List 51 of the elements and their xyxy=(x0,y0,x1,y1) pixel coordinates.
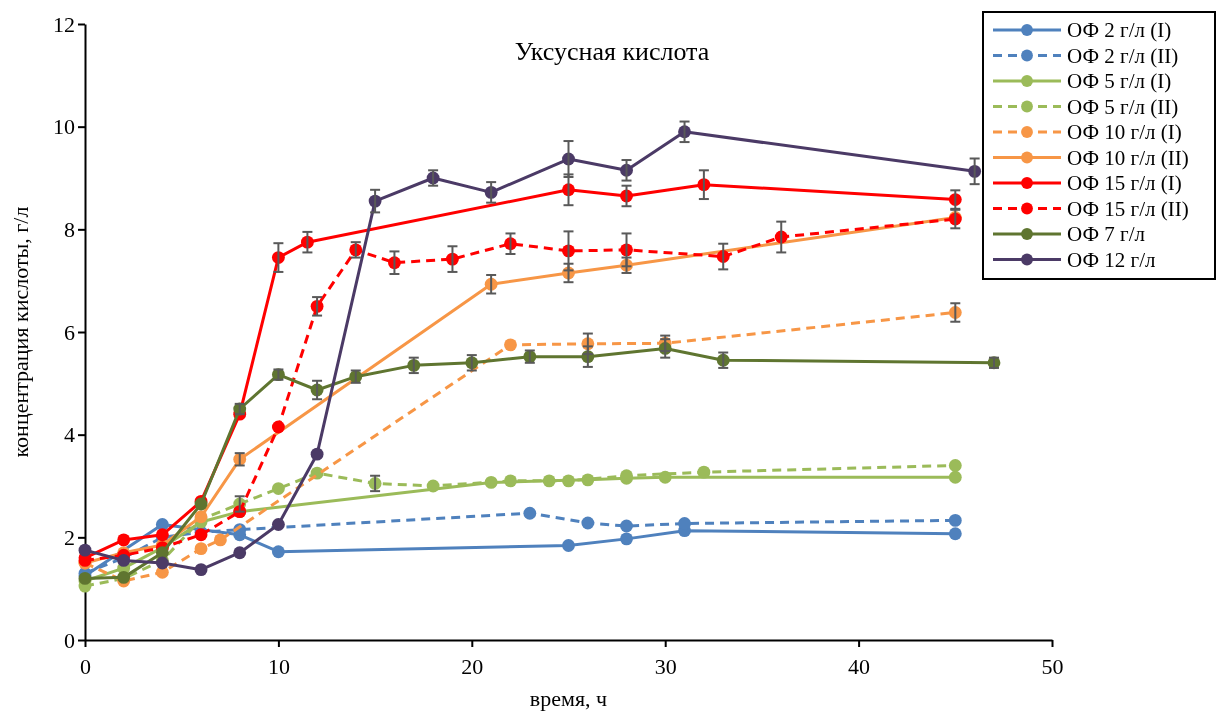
legend-label: ОФ 10 г/л (I) xyxy=(1067,120,1182,144)
point xyxy=(213,533,227,547)
legend-label: ОФ 15 г/л (I) xyxy=(1067,171,1182,195)
point xyxy=(271,545,285,559)
x-tick-label: 30 xyxy=(654,654,677,680)
y-tick-label: 8 xyxy=(64,216,75,242)
point xyxy=(233,546,247,560)
y-tick-label: 6 xyxy=(64,319,75,345)
x-axis-title: время, ч xyxy=(529,686,608,711)
point xyxy=(117,533,131,547)
point xyxy=(194,542,208,556)
y-tick-label: 2 xyxy=(64,524,75,550)
legend-label: ОФ 12 г/л xyxy=(1067,247,1156,272)
legend-label: ОФ 5 г/л (II) xyxy=(1067,94,1179,119)
x-tick-label: 0 xyxy=(80,654,91,680)
x-tick-label: 20 xyxy=(461,654,484,680)
y-tick-label: 10 xyxy=(53,114,75,140)
point xyxy=(562,539,575,552)
point xyxy=(948,513,962,527)
point xyxy=(194,563,208,577)
point xyxy=(562,474,575,488)
point xyxy=(581,516,595,530)
x-tick-label: 50 xyxy=(1041,654,1064,680)
point xyxy=(271,518,285,531)
y-tick-label: 12 xyxy=(53,11,75,37)
y-axis-title: концентрация кислоты, г/л xyxy=(8,206,33,458)
point xyxy=(504,338,517,352)
point xyxy=(310,447,324,461)
legend-label: ОФ 10 г/л (II) xyxy=(1067,145,1189,170)
legend-label: ОФ 15 г/л (II) xyxy=(1067,196,1189,221)
point xyxy=(697,465,711,479)
point xyxy=(78,543,92,557)
y-tick-label: 0 xyxy=(64,627,75,653)
text: Уксусная кислота xyxy=(514,37,710,66)
point xyxy=(271,420,285,434)
point xyxy=(620,532,633,546)
legend-label: ОФ 7 г/л xyxy=(1067,222,1145,246)
legend-label: ОФ 2 г/л (I) xyxy=(1067,18,1172,42)
point xyxy=(948,470,962,484)
y-tick-label: 4 xyxy=(64,422,75,448)
x-tick-label: 10 xyxy=(267,654,290,680)
point xyxy=(426,479,440,493)
point xyxy=(271,482,285,495)
point xyxy=(523,506,537,520)
x-tick-label: 40 xyxy=(848,654,871,680)
point xyxy=(948,459,962,472)
legend-label: ОФ 2 г/л (II) xyxy=(1067,43,1179,68)
point xyxy=(504,474,517,488)
point xyxy=(948,527,962,541)
legend-label: ОФ 5 г/л (I) xyxy=(1067,69,1172,93)
point xyxy=(620,519,633,533)
